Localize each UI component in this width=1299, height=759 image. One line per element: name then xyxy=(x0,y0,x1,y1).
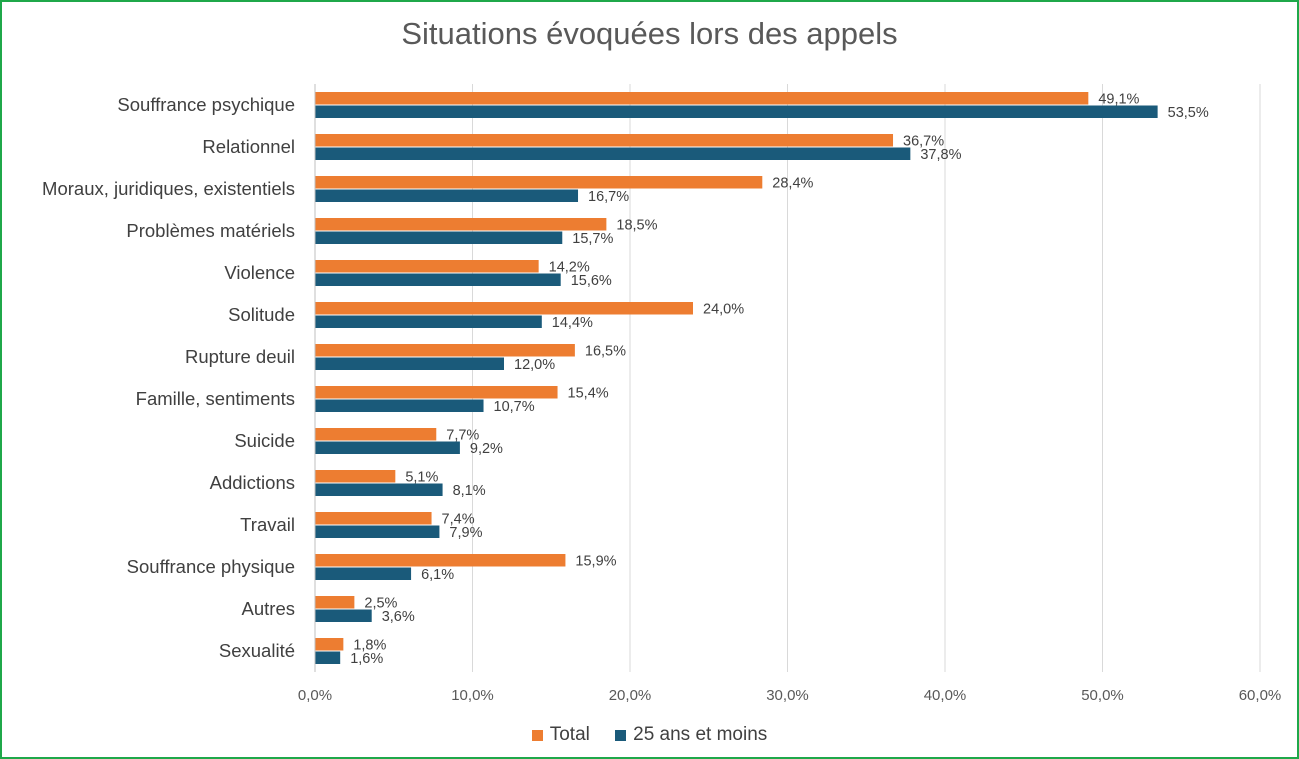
data-label: 14,2% xyxy=(549,260,590,276)
data-label: 3,6% xyxy=(382,609,415,625)
x-tick-label: 20,0% xyxy=(609,687,652,704)
legend-label-total: Total xyxy=(549,724,590,745)
bar-25-ans xyxy=(315,231,563,244)
data-label: 14,4% xyxy=(552,315,593,331)
x-tick-label: 0,0% xyxy=(298,687,332,704)
category-label: Souffrance psychique xyxy=(117,94,295,115)
data-label: 1,8% xyxy=(353,638,386,654)
bar-total xyxy=(315,386,558,399)
bar-total xyxy=(315,260,539,273)
bar-total xyxy=(315,554,566,567)
legend-label-25-ans: 25 ans et moins xyxy=(633,724,768,745)
category-label: Travail xyxy=(240,514,295,535)
data-label: 9,2% xyxy=(470,441,503,457)
bar-25-ans xyxy=(315,651,341,664)
bar-total xyxy=(315,134,894,147)
category-label: Relationnel xyxy=(202,136,295,157)
data-label: 7,9% xyxy=(449,525,482,541)
bar-25-ans xyxy=(315,147,911,160)
x-tick-label: 30,0% xyxy=(766,687,809,704)
category-label: Solitude xyxy=(228,304,295,325)
x-tick-label: 10,0% xyxy=(451,687,494,704)
bar-25-ans xyxy=(315,273,561,286)
category-label: Addictions xyxy=(210,472,295,493)
bar-25-ans xyxy=(315,189,579,202)
chart-title: Situations évoquées lors des appels xyxy=(401,16,898,51)
bar-total xyxy=(315,470,396,483)
data-label: 18,5% xyxy=(616,218,657,234)
data-label: 15,9% xyxy=(575,554,616,570)
bar-25-ans xyxy=(315,357,504,370)
bar-25-ans xyxy=(315,567,412,580)
data-label: 37,8% xyxy=(920,147,961,163)
data-label: 16,7% xyxy=(588,189,629,205)
legend-item-25-ans: 25 ans et moins xyxy=(615,724,767,746)
category-label: Autres xyxy=(242,598,295,619)
bar-25-ans xyxy=(315,441,460,454)
bar-total xyxy=(315,218,607,231)
category-label: Famille, sentiments xyxy=(136,388,295,409)
bar-25-ans xyxy=(315,399,484,412)
category-label: Suicide xyxy=(234,430,295,451)
bar-total xyxy=(315,428,437,441)
bar-total xyxy=(315,344,575,357)
bar-total xyxy=(315,638,344,651)
category-label: Rupture deuil xyxy=(185,346,295,367)
data-label: 5,1% xyxy=(405,470,438,486)
bar-total xyxy=(315,512,432,525)
bar-25-ans xyxy=(315,609,372,622)
bar-25-ans xyxy=(315,105,1158,118)
legend-item-total: Total xyxy=(531,724,590,746)
category-label: Souffrance physique xyxy=(127,556,295,577)
data-label: 6,1% xyxy=(421,567,454,583)
category-label: Sexualité xyxy=(219,640,295,661)
category-label: Moraux, juridiques, existentiels xyxy=(42,178,295,199)
bar-total xyxy=(315,176,763,189)
category-label: Problèmes matériels xyxy=(126,220,295,241)
data-label: 2,5% xyxy=(364,596,397,612)
data-label: 12,0% xyxy=(514,357,555,373)
data-label: 1,6% xyxy=(350,651,383,667)
legend: Total 25 ans et moins xyxy=(0,724,1299,747)
legend-swatch-25-ans xyxy=(615,729,627,741)
category-label: Violence xyxy=(224,262,295,283)
data-label: 53,5% xyxy=(1168,105,1209,121)
data-label: 16,5% xyxy=(585,344,626,360)
bar-total xyxy=(315,302,693,315)
bar-25-ans xyxy=(315,525,440,538)
bar-total xyxy=(315,92,1089,105)
data-label: 15,6% xyxy=(571,273,612,289)
data-label: 36,7% xyxy=(903,134,944,150)
data-label: 28,4% xyxy=(772,176,813,192)
data-label: 24,0% xyxy=(703,302,744,318)
data-label: 15,4% xyxy=(568,386,609,402)
data-label: 10,7% xyxy=(494,399,535,415)
data-label: 49,1% xyxy=(1098,92,1139,108)
data-label: 7,4% xyxy=(442,512,475,528)
x-tick-label: 60,0% xyxy=(1239,687,1282,704)
bar-25-ans xyxy=(315,483,443,496)
bar-total xyxy=(315,596,355,609)
x-tick-label: 50,0% xyxy=(1081,687,1124,704)
data-label: 15,7% xyxy=(572,231,613,247)
x-tick-label: 40,0% xyxy=(924,687,967,704)
data-label: 8,1% xyxy=(453,483,486,499)
legend-swatch-total xyxy=(531,729,543,741)
bar-25-ans xyxy=(315,315,542,328)
data-label: 7,7% xyxy=(446,428,479,444)
